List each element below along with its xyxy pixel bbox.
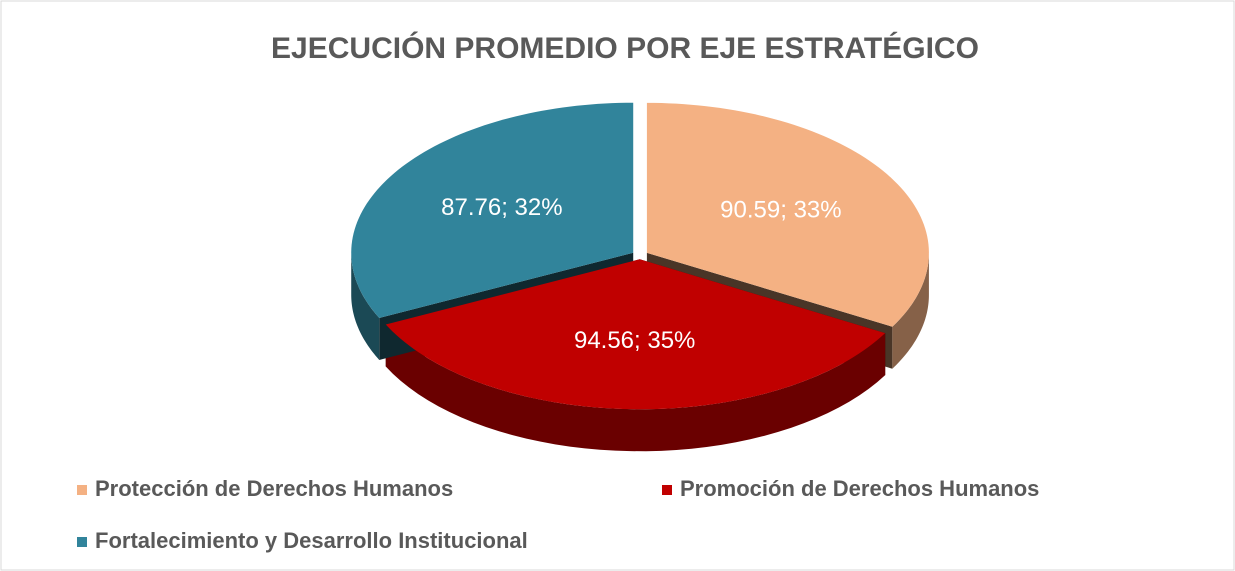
legend-label: Promoción de Derechos Humanos [680,476,1039,501]
legend-swatch [77,485,87,495]
slice [351,102,634,318]
slice-wall [892,252,929,369]
pie-tops [351,102,929,410]
legend-label: Fortalecimiento y Desarrollo Institucion… [95,528,528,553]
chart-title: EJECUCIÓN PROMEDIO POR EJE ESTRATÉGICO [271,31,979,65]
data-label: 94.56; 35% [574,327,695,354]
legend-swatch [77,537,87,547]
data-label: 90.59; 33% [720,197,841,224]
slice-wall [385,324,886,452]
data-labels: 90.59; 33% 94.56; 35% 87.76; 32% [441,194,841,354]
data-label: 87.76; 32% [441,194,562,221]
legend-label: Protección de Derechos Humanos [95,476,453,501]
slice-wall [351,252,380,360]
slice [385,259,886,410]
legend-swatch [662,485,672,495]
slice [646,102,929,327]
